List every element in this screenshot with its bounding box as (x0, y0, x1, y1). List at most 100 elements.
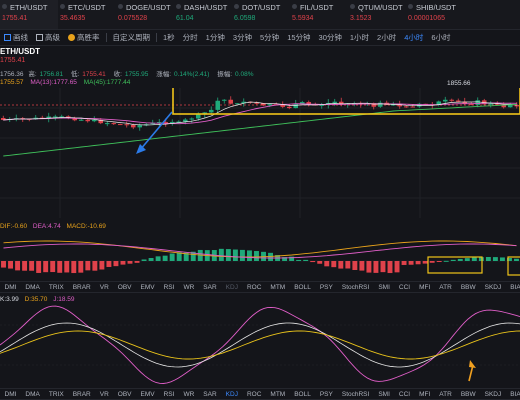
indicator-tab-stochrsi[interactable]: StochRSI (341, 283, 370, 291)
indicator-tab-vr[interactable]: VR (99, 390, 109, 398)
candle-body (455, 100, 461, 102)
macd-bar (218, 248, 224, 261)
candle-body (59, 116, 65, 118)
indicator-tab-atr[interactable]: ATR (439, 283, 452, 291)
toolbar-label: 6小时 (431, 33, 451, 42)
indicator-tab-obv[interactable]: OBV (117, 390, 132, 398)
candle-body (410, 106, 416, 108)
high-price-tag: 1855.66 (447, 80, 471, 87)
indicator-tab-boll[interactable]: BOLL (294, 283, 311, 291)
macd-bar (394, 261, 400, 273)
indicator-tab-cci[interactable]: CCI (398, 390, 411, 398)
indicator-tab-bbw[interactable]: BBW (460, 390, 476, 398)
indicator-tab-skdj[interactable]: SKDJ (484, 390, 502, 398)
indicator-tab-psy[interactable]: PSY (319, 390, 333, 398)
macd-bar (57, 261, 63, 273)
toolbar-item-10[interactable]: 30分钟 (315, 32, 346, 43)
macd-bar (190, 251, 196, 261)
candle-body (371, 103, 377, 107)
toolbar-item-9[interactable]: 15分钟 (283, 32, 314, 43)
macd-bar (1, 261, 6, 268)
indicator-tab-trix[interactable]: TRIX (48, 390, 64, 398)
ticker-qtum-usdt[interactable]: QTUM/USDT 3.1523 (348, 0, 406, 29)
indicator-tab-trix[interactable]: TRIX (48, 283, 64, 291)
toolbar-item-14[interactable]: 6小时 (427, 32, 454, 43)
indicator-tab-sar[interactable]: SAR (203, 390, 217, 398)
toolbar-item-5[interactable]: 分时 (179, 32, 202, 43)
ticker-price: 35.4635 (60, 15, 86, 22)
indicator-tab-mtm[interactable]: MTM (270, 390, 286, 398)
toolbar-item-1[interactable]: 高级 (32, 32, 64, 43)
macd-bar (436, 261, 442, 262)
ticker-fil-usdt[interactable]: FIL/USDT 5.5934 (290, 0, 348, 29)
toolbar-item-2[interactable]: 高胜率 (64, 32, 104, 43)
toolbar-item-7[interactable]: 3分钟 (229, 32, 256, 43)
candlestick-chart[interactable] (0, 88, 520, 218)
indicator-tab-emv[interactable]: EMV (140, 283, 155, 291)
indicator-tab-mtm[interactable]: MTM (270, 283, 286, 291)
indicator-tab-roc[interactable]: ROC (246, 390, 262, 398)
coin-icon (2, 4, 7, 9)
macd-chart[interactable] (0, 231, 520, 281)
indicator-tab-bbw[interactable]: BBW (460, 283, 476, 291)
kdj-j-line (0, 305, 520, 384)
indicator-tab-roc[interactable]: ROC (246, 283, 262, 291)
toolbar-label: 分时 (182, 33, 198, 42)
candle-body (494, 103, 500, 105)
indicator-tab-wr[interactable]: WR (183, 390, 195, 398)
indicator-tab-kdj[interactable]: KDJ (225, 390, 238, 398)
ticker-dot-usdt[interactable]: DOT/USDT 6.0598 (232, 0, 290, 29)
toolbar-item-12[interactable]: 2小时 (373, 32, 400, 43)
ma45-line (3, 103, 517, 157)
indicator-tab-brar[interactable]: BRAR (72, 390, 91, 398)
toolbar-item-6[interactable]: 1分钟 (202, 32, 229, 43)
indicator-tab-rsi[interactable]: RSI (163, 283, 175, 291)
toolbar-label: 30分钟 (318, 33, 342, 42)
indicator-tab-brar[interactable]: BRAR (72, 283, 91, 291)
indicator-tab-obv[interactable]: OBV (117, 283, 132, 291)
ticker-dash-usdt[interactable]: DASH/USDT 61.04 (174, 0, 232, 29)
candle-body (488, 103, 494, 105)
indicator-tab-dma[interactable]: DMA (25, 283, 40, 291)
toolbar-item-4[interactable]: 1秒 (159, 32, 179, 43)
kdj-chart[interactable] (0, 305, 520, 387)
indicator-tab-psy[interactable]: PSY (319, 283, 333, 291)
toolbar-item-8[interactable]: 5分钟 (256, 32, 283, 43)
ticker-symbol: ETH/USDT (10, 3, 48, 12)
indicator-tab-boll[interactable]: BOLL (294, 390, 311, 398)
ticker-eth-usdt[interactable]: ETH/USDT 1755.41 (0, 0, 58, 29)
indicator-tab-dmi[interactable]: DMI (4, 390, 17, 398)
toolbar-item-13[interactable]: 4小时 (400, 32, 427, 43)
indicator-tab-bias[interactable]: BIAS (510, 283, 520, 291)
macd-bar (492, 257, 498, 261)
candle-body (137, 125, 143, 128)
indicator-tab-sar[interactable]: SAR (203, 283, 217, 291)
candle-body (221, 99, 227, 101)
ticker-shib-usdt[interactable]: SHIB/USDT 0.00001065 (406, 0, 464, 29)
indicator-tab-bias[interactable]: BIAS (510, 390, 520, 398)
indicator-tab-vr[interactable]: VR (99, 283, 109, 291)
indicator-tab-kdj[interactable]: KDJ (225, 283, 238, 291)
macd-bar (408, 261, 414, 265)
macd-bar (310, 261, 316, 263)
indicator-tab-atr[interactable]: ATR (439, 390, 452, 398)
indicator-tab-wr[interactable]: WR (183, 283, 195, 291)
indicator-tab-dma[interactable]: DMA (25, 390, 40, 398)
ticker-doge-usdt[interactable]: DOGE/USDT 0.075528 (116, 0, 174, 29)
toolbar-item-3[interactable]: 自定义周期 (109, 32, 155, 43)
indicator-tab-emv[interactable]: EMV (140, 390, 155, 398)
indicator-tab-mfi[interactable]: MFI (419, 390, 431, 398)
indicator-tab-mfi[interactable]: MFI (419, 283, 431, 291)
indicator-tab-smi[interactable]: SMI (378, 390, 390, 398)
indicator-tab-stochrsi[interactable]: StochRSI (341, 390, 370, 398)
close-label: 收: (113, 71, 122, 78)
indicator-tab-dmi[interactable]: DMI (4, 283, 17, 291)
toolbar-item-0[interactable]: 画线 (0, 32, 32, 43)
indicator-tab-rsi[interactable]: RSI (163, 390, 175, 398)
ticker-etc-usdt[interactable]: ETC/USDT 35.4635 (58, 0, 116, 29)
indicator-tab-skdj[interactable]: SKDJ (484, 283, 502, 291)
toolbar-item-11[interactable]: 1小时 (346, 32, 373, 43)
indicator-tab-smi[interactable]: SMI (378, 283, 390, 291)
macd-bar (359, 261, 365, 271)
indicator-tab-cci[interactable]: CCI (398, 283, 411, 291)
